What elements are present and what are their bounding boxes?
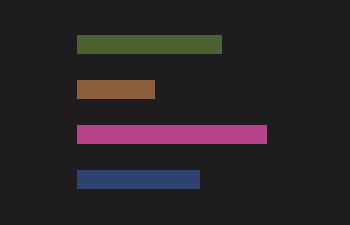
Bar bbox=[77, 81, 155, 99]
Bar bbox=[77, 126, 267, 144]
Bar bbox=[77, 171, 200, 189]
Bar bbox=[77, 36, 222, 54]
